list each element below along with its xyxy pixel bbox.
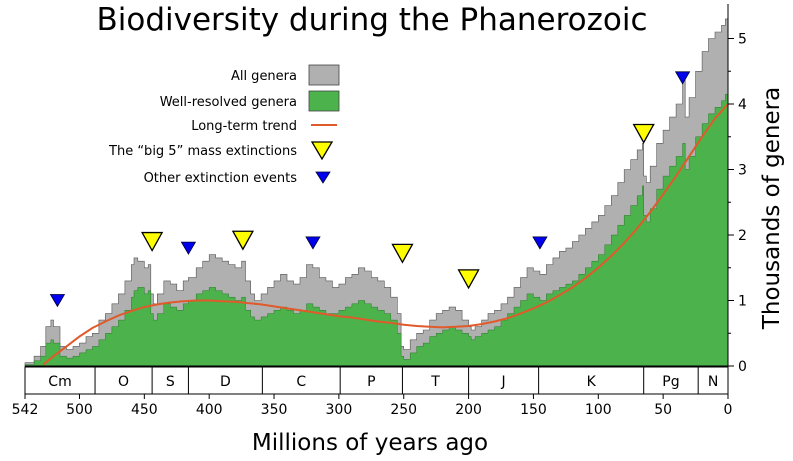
other-extinction-marker bbox=[674, 71, 691, 85]
y-tick-label: 0 bbox=[738, 359, 747, 375]
period-label: Cm bbox=[48, 374, 71, 390]
x-tick-label: 500 bbox=[66, 402, 93, 418]
period-label: S bbox=[166, 374, 175, 390]
geologic-period-bar: Cm O S D C P T J K Pg N bbox=[24, 366, 729, 395]
big5-extinction-marker bbox=[231, 230, 255, 251]
plot-area bbox=[24, 18, 729, 367]
legend-label: Long-term trend bbox=[191, 119, 297, 134]
big5-extinction-marker bbox=[632, 123, 655, 144]
y-tick-label: 4 bbox=[738, 97, 747, 113]
x-axis-ticks: 542 500 450 400 350 300 250 200 150 100 50 0 bbox=[12, 394, 733, 418]
period-label: J bbox=[501, 374, 506, 390]
x-tick-label: 0 bbox=[724, 402, 733, 418]
y-tick-label: 2 bbox=[738, 228, 747, 244]
legend-label: Other extinction events bbox=[144, 171, 298, 186]
x-tick-label: 50 bbox=[654, 402, 672, 418]
y-axis-ticks: 0 1 2 3 4 5 bbox=[728, 32, 747, 375]
all-genera-area bbox=[24, 18, 729, 367]
x-tick-label: 300 bbox=[326, 402, 353, 418]
legend-label: All genera bbox=[231, 69, 297, 84]
period-label: N bbox=[708, 374, 718, 390]
period-label: D bbox=[220, 374, 231, 390]
x-tick-label: 542 bbox=[12, 402, 39, 418]
other-extinction-marker bbox=[49, 294, 66, 308]
legend-swatch bbox=[310, 141, 334, 161]
legend-swatch bbox=[315, 171, 331, 184]
x-tick-label: 250 bbox=[390, 402, 417, 418]
period-label: T bbox=[430, 374, 440, 390]
other-extinction-marker bbox=[532, 236, 548, 250]
long-term-trend-line bbox=[42, 103, 729, 366]
period-label: Pg bbox=[662, 374, 679, 390]
period-bar-frame bbox=[24, 366, 729, 395]
well-resolved-area bbox=[24, 90, 729, 367]
x-axis-label: Millions of years ago bbox=[252, 430, 488, 456]
legend-swatch bbox=[308, 90, 340, 112]
legend-label: The “big 5” mass extinctions bbox=[108, 144, 297, 159]
period-label: O bbox=[118, 374, 129, 390]
x-tick-label: 150 bbox=[520, 402, 547, 418]
other-extinction-marker bbox=[305, 236, 321, 250]
x-tick-label: 200 bbox=[455, 402, 482, 418]
legend: All genera Well-resolved genera Long-term … bbox=[108, 64, 340, 186]
y-tick-label: 1 bbox=[738, 294, 747, 310]
x-tick-label: 450 bbox=[131, 402, 158, 418]
period-label: P bbox=[367, 374, 375, 390]
y-tick-label: 3 bbox=[738, 163, 747, 179]
extinction-markers bbox=[49, 71, 691, 308]
big5-extinction-marker bbox=[391, 243, 414, 264]
other-extinction-marker bbox=[180, 241, 197, 255]
x-tick-label: 400 bbox=[196, 402, 223, 418]
x-tick-label: 100 bbox=[585, 402, 612, 418]
big5-extinction-marker bbox=[457, 269, 480, 290]
x-tick-label: 350 bbox=[261, 402, 288, 418]
period-label: C bbox=[296, 374, 306, 390]
period-label: K bbox=[587, 374, 597, 390]
legend-swatch bbox=[308, 64, 340, 86]
y-axis-label: Thousands of genera bbox=[759, 87, 785, 330]
big5-extinction-marker bbox=[141, 231, 164, 252]
y-tick-label: 5 bbox=[738, 32, 747, 48]
legend-label: Well-resolved genera bbox=[160, 95, 297, 110]
chart-title: Biodiversity during the Phanerozoic bbox=[97, 2, 648, 38]
